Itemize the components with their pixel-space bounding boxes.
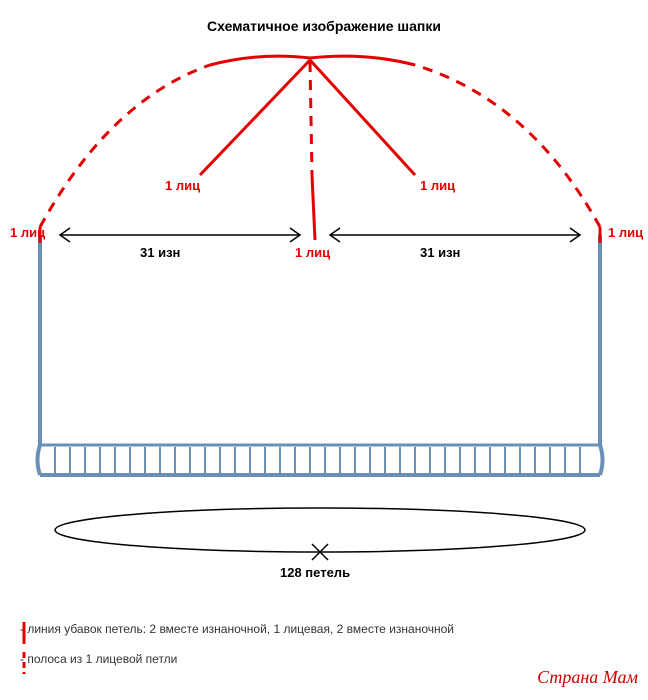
label-right-radial-stitch: 1 лиц <box>420 178 455 193</box>
radial-center-solid <box>312 175 315 240</box>
legend-text-2: - полоса из 1 лицевой петли <box>20 652 177 666</box>
radial-right <box>310 60 415 175</box>
label-span-right: 31 изн <box>420 245 460 260</box>
label-left-radial-stitch: 1 лиц <box>165 178 200 193</box>
ribbing-lines <box>55 447 580 473</box>
hat-bottom-right-curve <box>600 445 603 475</box>
crown-arc-left-dashed <box>40 65 210 227</box>
label-total-stitches: 128 петель <box>280 565 350 580</box>
crown-arc-left-solid <box>210 56 310 65</box>
label-right-stitch: 1 лиц <box>608 225 643 240</box>
legend-solid-mark-icon <box>20 622 28 644</box>
legend-row-2: - полоса из 1 лицевой петли <box>20 652 177 666</box>
radial-left <box>200 60 310 175</box>
watermark: Страна Мам <box>537 667 638 688</box>
hat-bottom-left-curve <box>38 445 41 475</box>
legend-row-1: - линия убавок петель: 2 вместе изнаночн… <box>20 622 454 636</box>
radial-center-dashed <box>310 62 312 175</box>
legend-dashed-mark-icon <box>20 652 28 674</box>
span-arrow-right <box>330 228 580 242</box>
stitch-count-ellipse <box>55 508 585 552</box>
label-center-stitch: 1 лиц <box>295 245 330 260</box>
hat-diagram <box>0 0 648 700</box>
label-span-left: 31 изн <box>140 245 180 260</box>
crown-arc-right-solid <box>310 56 415 65</box>
legend-text-1: - линия убавок петель: 2 вместе изнаночн… <box>20 622 454 636</box>
span-arrow-left <box>60 228 300 242</box>
crown-arc-right-dashed <box>415 65 600 227</box>
label-left-stitch: 1 лиц <box>10 225 45 240</box>
